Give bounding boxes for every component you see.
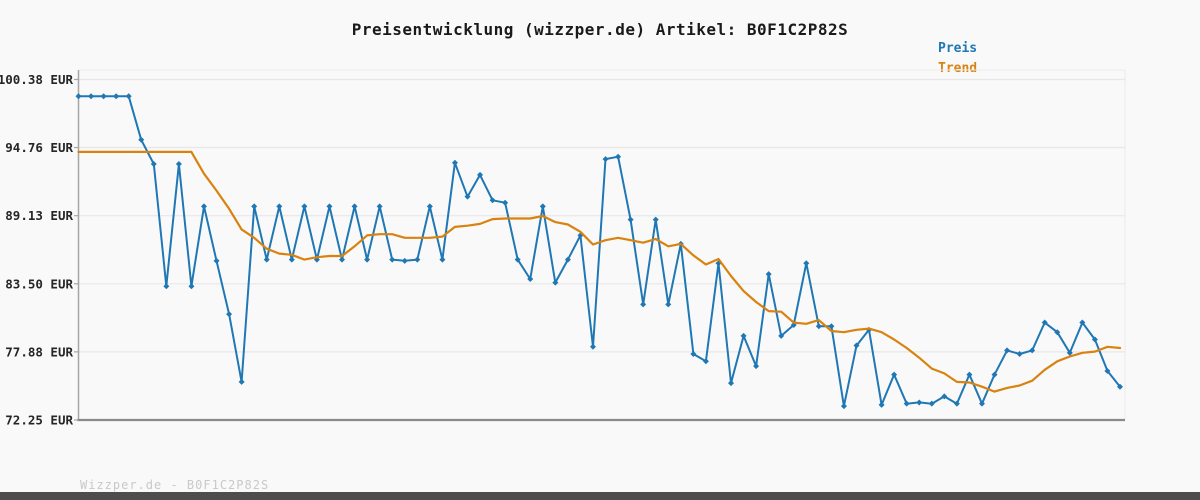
price-marker [401,257,408,264]
price-marker [552,279,559,286]
price-marker [351,203,358,210]
price-marker [1117,383,1123,390]
legend-item-preis: Preis [938,41,978,56]
price-marker [1066,349,1073,356]
y-axis-tick-label: 94.76 EUR [5,140,73,155]
price-marker [251,203,258,210]
price-marker [464,193,471,200]
price-marker [514,256,521,263]
price-marker [815,323,822,330]
price-marker [1079,319,1086,326]
price-marker [213,257,220,264]
price-marker [941,393,948,400]
price-marker [502,199,509,206]
price-marker [364,256,371,263]
y-axis-tick-label: 77.88 EUR [5,344,73,359]
price-marker [426,203,433,210]
legend: Preis Trend [938,39,977,79]
price-marker [75,93,82,100]
price-marker [1004,347,1011,354]
y-axis-tick-label: 83.50 EUR [5,276,73,291]
price-marker [828,323,835,330]
price-marker [1104,367,1111,374]
price-marker [966,371,973,378]
price-marker [138,136,145,143]
price-marker [163,283,170,290]
price-marker [640,301,647,308]
price-marker [916,399,923,406]
price-marker [376,203,383,210]
price-marker [878,401,885,408]
y-axis-tick-label: 89.13 EUR [5,208,73,223]
price-line [77,95,1121,408]
price-marker [1016,351,1023,358]
price-marker [953,400,960,407]
price-marker [740,332,747,339]
price-marker [100,93,107,100]
price-marker [602,156,609,163]
price-marker [125,93,132,100]
price-marker [188,283,195,290]
price-marker [1091,336,1098,343]
price-marker [753,363,760,370]
price-marker [840,403,847,410]
price-marker [276,203,283,210]
price-marker [728,380,735,387]
price-marker [150,160,157,167]
price-marker [113,93,120,100]
price-marker [702,358,709,365]
price-marker [627,216,634,223]
price-marker [326,203,333,210]
price-marker [238,378,245,385]
price-marker [226,311,233,318]
price-marker [891,371,898,378]
price-marker [439,256,446,263]
price-marker [1041,319,1048,326]
price-marker [690,351,697,358]
price-marker [978,400,985,407]
price-marker [991,371,998,378]
y-axis-tick-label: 100.38 EUR [0,72,73,87]
price-marker [1054,329,1061,336]
price-marker [263,256,270,263]
price-marker [803,260,810,267]
price-marker [288,256,295,263]
price-marker [301,203,308,210]
price-marker [477,171,484,178]
price-marker [414,256,421,263]
price-marker [615,153,622,160]
price-marker [489,197,496,204]
price-marker [539,203,546,210]
price-marker [903,400,910,407]
price-marker [451,159,458,166]
y-axis-tick-label: 72.25 EUR [5,413,73,428]
price-marker [527,275,534,282]
price-marker [389,256,396,263]
price-marker [200,203,207,210]
bottom-bar [0,492,1200,500]
price-marker [928,400,935,407]
price-marker [853,342,860,349]
price-marker [652,216,659,223]
page-title: Preisentwicklung (wizzper.de) Artikel: B… [351,20,849,39]
price-marker [589,343,596,350]
price-marker [665,301,672,308]
trend-line [77,150,1122,393]
price-marker [564,256,571,263]
price-marker [88,93,95,100]
price-marker [1029,347,1036,354]
price-marker [339,256,346,263]
price-marker [765,271,772,278]
footer-watermark: Wizzper.de - B0F1C2P82S [80,478,270,492]
price-marker [175,160,182,167]
price-marker [778,332,785,339]
legend-item-trend: Trend [938,61,978,76]
